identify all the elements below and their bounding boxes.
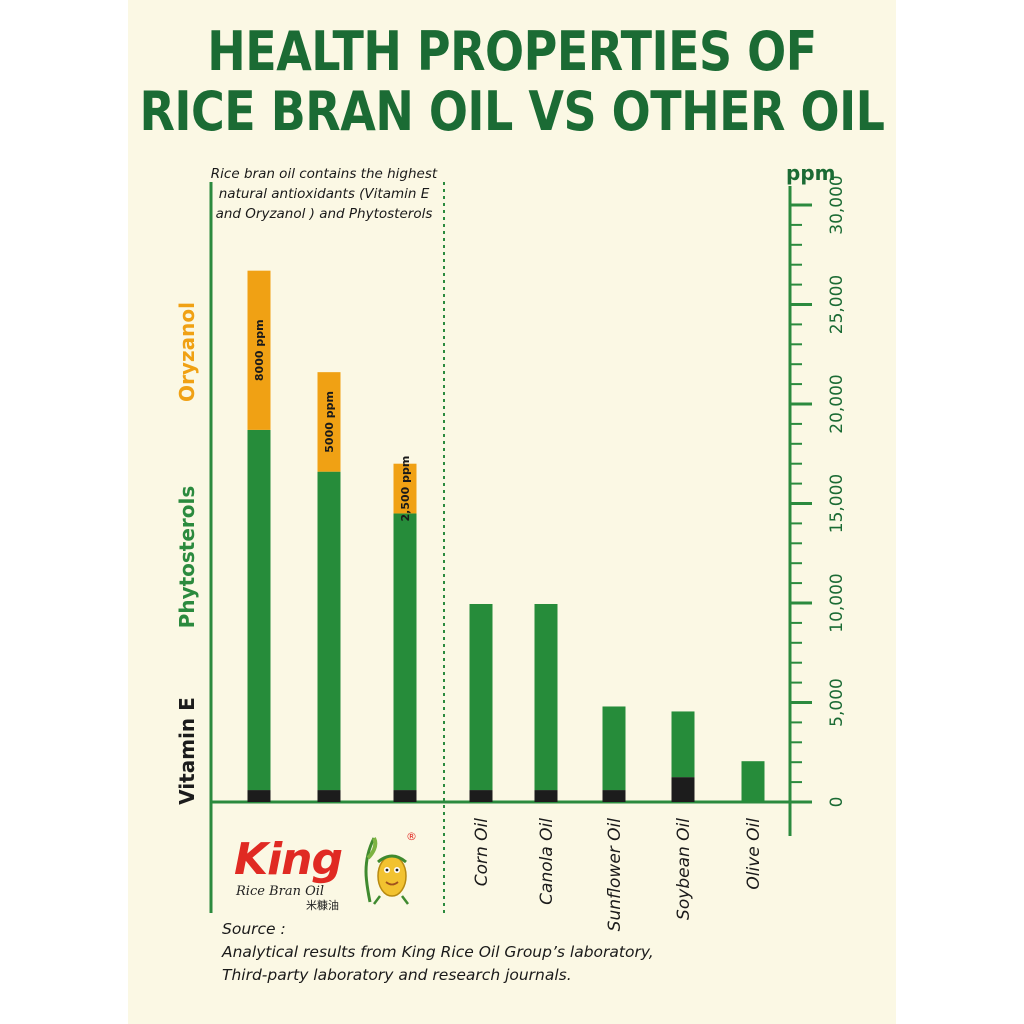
bar-vitamin-e-segment xyxy=(671,777,695,802)
bar-phytosterols-segment xyxy=(393,513,417,791)
legend-oryzanol: Oryzanol xyxy=(175,302,199,402)
source-label: Source : xyxy=(222,920,286,938)
legend-vitamin-e: Vitamin E xyxy=(175,697,199,805)
x-category-label: Corn Oil xyxy=(472,818,492,887)
bar-phytosterols-segment xyxy=(469,603,493,791)
bar-value-label: 5000 ppm xyxy=(323,391,336,453)
registered-mark: ® xyxy=(406,830,417,843)
logo-subtitle: Rice Bran Oil xyxy=(236,884,325,899)
y-tick-label: 25,000 xyxy=(827,275,847,334)
chart-title-line-1: HEALTH PROPERTIES OF xyxy=(207,19,817,83)
y-tick-label: 5,000 xyxy=(827,678,847,727)
x-category-label: Soybean Oil xyxy=(674,818,694,920)
king-logo: King Rice Bran Oil 米糠油 ® xyxy=(228,824,428,914)
bar-phytosterols-segment xyxy=(741,761,765,802)
bar-oryzanol-segment xyxy=(317,372,341,472)
source-text-line-2: Third-party laboratory and research jour… xyxy=(222,966,572,984)
bar-vitamin-e-segment xyxy=(469,790,493,802)
source-note: Source : Analytical results from King Ri… xyxy=(222,918,862,987)
y-tick-label: 30,000 xyxy=(827,175,847,234)
bar-phytosterols-segment xyxy=(247,429,271,791)
y-tick-label: 0 xyxy=(827,797,847,808)
bar-phytosterols-segment xyxy=(671,711,695,778)
chart-title-line-2: RICE BRAN OIL VS OTHER OIL xyxy=(139,79,886,143)
bar-vitamin-e-segment xyxy=(247,790,271,802)
bar-vitamin-e-segment xyxy=(317,790,341,802)
bar-phytosterols-segment xyxy=(602,706,626,791)
bar-phytosterols-segment xyxy=(317,471,341,791)
chart-annotation: Rice bran oil contains the highest natur… xyxy=(210,166,438,222)
y-tick-label: 20,000 xyxy=(827,374,847,433)
y-axis-unit-label: ppm xyxy=(786,161,835,185)
bar-value-label: 2,500 ppm xyxy=(399,456,412,522)
x-category-label: Canola Oil xyxy=(537,818,557,905)
mascot-icon xyxy=(364,837,409,905)
bar-oryzanol-segment xyxy=(393,463,417,514)
bar-value-label: 8000 ppm xyxy=(253,319,266,381)
bar-vitamin-e-segment xyxy=(602,790,626,802)
logo-wordmark: King xyxy=(234,834,343,885)
bar-oryzanol-segment xyxy=(247,270,271,430)
legend-phytosterols: Phytosterols xyxy=(175,486,199,629)
x-category-label: Sunflower Oil xyxy=(605,818,625,932)
y-tick-label: 10,000 xyxy=(827,573,847,632)
bar-vitamin-e-segment xyxy=(393,790,417,802)
y-tick-label: 15,000 xyxy=(827,474,847,533)
source-text-line-1: Analytical results from King Rice Oil Gr… xyxy=(222,943,654,961)
bar-vitamin-e-segment xyxy=(534,790,558,802)
logo-chinese-text: 米糠油 xyxy=(306,899,339,912)
x-category-label: Olive Oil xyxy=(744,818,764,890)
bar-phytosterols-segment xyxy=(534,603,558,791)
